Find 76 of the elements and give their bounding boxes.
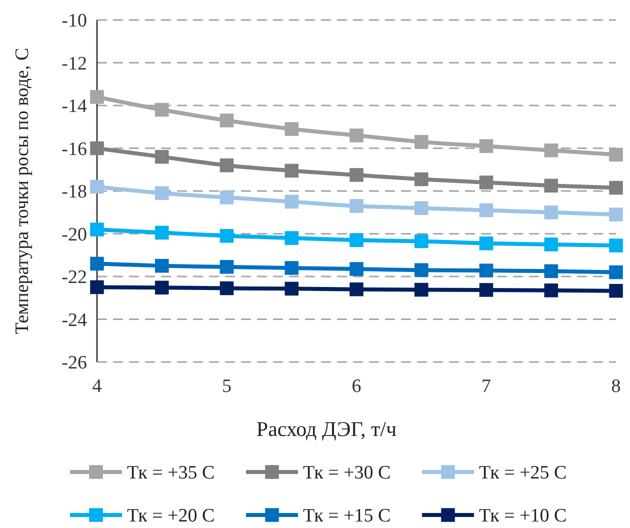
point <box>479 236 494 250</box>
point <box>220 260 234 274</box>
point <box>284 164 299 178</box>
point <box>414 282 428 297</box>
legend-label: Тк = +25 С <box>479 462 567 484</box>
point <box>284 194 299 209</box>
point <box>220 114 234 128</box>
point <box>479 203 494 218</box>
point <box>544 264 558 278</box>
point <box>544 143 558 158</box>
point <box>220 281 234 296</box>
y-tick-label: -16 <box>62 138 87 160</box>
legend-label: Тк = +20 С <box>127 506 215 527</box>
y-tick-label: -14 <box>62 96 88 118</box>
point <box>154 186 169 200</box>
y-tick-label: -20 <box>62 224 87 246</box>
point <box>350 168 364 182</box>
point <box>544 205 558 220</box>
x-tick-label: 5 <box>222 376 232 397</box>
y-tick-label: -18 <box>62 182 87 203</box>
legend-label: Тк = +15 С <box>303 506 391 527</box>
point <box>220 190 234 204</box>
x-tick-label: 6 <box>352 376 362 397</box>
y-tick-label: -12 <box>62 53 87 74</box>
point <box>154 102 169 117</box>
point <box>414 201 428 215</box>
point <box>90 256 104 271</box>
legend-label: Тк = +10 С <box>479 506 567 527</box>
point <box>544 284 558 298</box>
x-axis-title: Расход ДЭГ, т/ч <box>256 417 397 441</box>
point <box>609 180 623 195</box>
point <box>90 141 104 156</box>
point <box>90 222 104 236</box>
point <box>284 282 299 296</box>
point <box>350 262 364 276</box>
point <box>284 122 299 136</box>
point <box>350 199 364 213</box>
point <box>609 284 623 298</box>
point <box>220 228 234 243</box>
point <box>154 150 169 164</box>
point <box>609 148 623 162</box>
x-tick-label: 7 <box>482 376 491 397</box>
point <box>220 158 234 172</box>
x-tick-label: 8 <box>611 376 621 397</box>
point <box>414 134 428 149</box>
point <box>479 176 494 190</box>
point <box>609 265 623 280</box>
point <box>90 90 104 104</box>
point <box>479 283 494 297</box>
point <box>609 208 623 222</box>
legend-label: Тк = +35 С <box>127 462 215 484</box>
y-tick-label: -26 <box>62 352 87 374</box>
y-tick-label: -10 <box>62 10 87 32</box>
x-tick-label: 4 <box>92 376 102 397</box>
point <box>284 231 299 245</box>
point <box>414 172 428 186</box>
point <box>90 180 104 194</box>
legend-label: Тк = +30 С <box>303 462 391 484</box>
point <box>414 263 428 277</box>
y-tick-label: -24 <box>62 310 88 331</box>
point <box>544 178 558 193</box>
point <box>350 233 364 248</box>
point <box>154 226 169 240</box>
point <box>414 234 428 248</box>
point <box>479 139 494 154</box>
point <box>544 238 558 252</box>
point <box>609 238 623 252</box>
point <box>154 258 169 273</box>
point <box>154 280 169 295</box>
y-tick-label: -22 <box>62 267 87 288</box>
point <box>479 264 494 278</box>
point <box>350 128 364 142</box>
point <box>90 280 104 294</box>
point <box>284 261 299 275</box>
y-axis-title: Температура точки росы по воде, С <box>12 48 33 334</box>
point <box>350 282 364 296</box>
